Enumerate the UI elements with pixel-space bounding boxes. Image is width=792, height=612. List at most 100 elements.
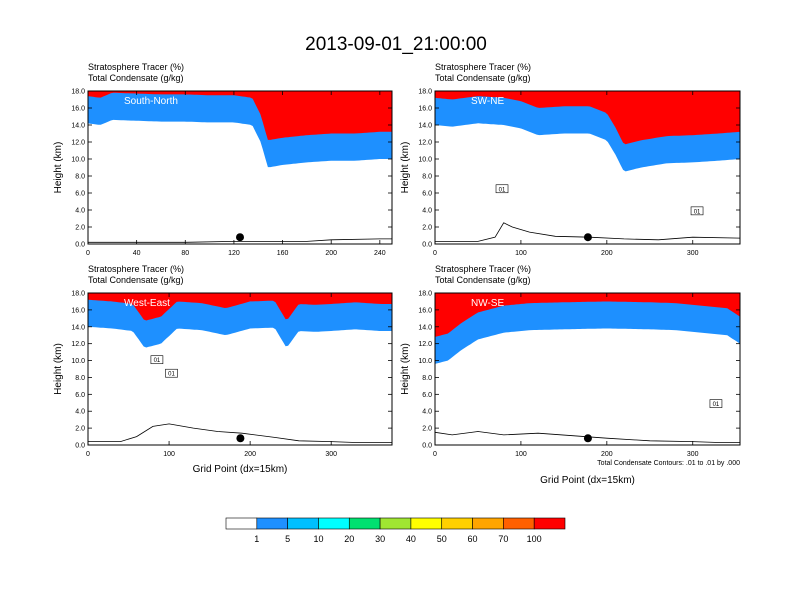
tracer-band-max — [88, 293, 392, 321]
x-tick-label: 120 — [228, 250, 240, 257]
y-tick-label: 16.0 — [71, 106, 85, 113]
x-tick-label: 200 — [601, 250, 613, 257]
contour-footnote: Total Condensate Contours: .01 to .01 by… — [597, 460, 740, 467]
y-tick-label: 6.0 — [422, 191, 432, 198]
colorbar-label: 70 — [498, 534, 508, 544]
x-tick-label: 80 — [181, 250, 189, 257]
y-axis-label: Height (km) — [53, 142, 64, 194]
subtitle-tracer: Stratosphere Tracer (%) — [88, 264, 184, 274]
tracer-band-max — [435, 91, 740, 145]
plot-area: 01 01 — [88, 293, 392, 445]
terrain-line — [435, 431, 740, 443]
plot-frame — [434, 292, 741, 446]
y-tick-label: 2.0 — [75, 225, 85, 232]
y-tick-label: 12.0 — [71, 140, 85, 147]
tracer-band-1 — [435, 293, 740, 364]
y-tick-label: 8.0 — [75, 174, 85, 181]
location-marker — [236, 233, 244, 242]
y-tick-label: 4.0 — [75, 409, 85, 416]
panel-label: NW-SE — [471, 298, 504, 309]
y-tick-label: 10.0 — [418, 358, 432, 365]
y-tick-label: 8.0 — [422, 375, 432, 382]
contour-label-box — [709, 399, 723, 408]
subtitle-tracer: Stratosphere Tracer (%) — [88, 62, 184, 72]
colorbar-swatch-5 — [348, 517, 381, 530]
y-axis-label: Height (km) — [400, 142, 411, 194]
x-tick-label: 240 — [374, 250, 386, 257]
y-axis-label: Height (km) — [400, 343, 411, 395]
y-tick-label: 4.0 — [422, 208, 432, 215]
colorbar-swatch-8 — [441, 517, 473, 530]
y-tick-label: 6.0 — [422, 392, 432, 399]
colorbar: 1 5 10 20 30 40 50 60 70 100 — [225, 517, 566, 544]
plot-frame — [434, 90, 741, 245]
terrain-line — [88, 238, 392, 243]
colorbar-swatch-4 — [318, 517, 350, 530]
colorbar-label: 10 — [313, 534, 323, 544]
location-marker — [236, 434, 245, 443]
contour-label-box — [165, 368, 178, 378]
x-tick-label: 40 — [133, 250, 141, 257]
y-tick-label: 18.0 — [71, 89, 85, 96]
y-tick-label: 10.0 — [71, 358, 85, 365]
y-tick-label: 12.0 — [418, 140, 432, 147]
x-tick-label: 100 — [163, 451, 175, 458]
y-tick-label: 16.0 — [71, 307, 85, 314]
colorbar-swatch-7 — [410, 517, 443, 530]
x-tick-label: 300 — [687, 451, 699, 458]
location-marker — [583, 434, 592, 443]
plot-area: 01 01 — [435, 91, 740, 244]
panel-label: South-North — [124, 96, 178, 107]
x-tick-label: 0 — [433, 250, 437, 257]
panel-3: 01 01 West-East Stratosphere Tracer (%)Tota… — [53, 264, 393, 475]
subtitle-tracer: Stratosphere Tracer (%) — [435, 264, 531, 274]
x-tick-label: 200 — [601, 451, 613, 458]
panel-1: South-North Stratosphere Tracer (%)Total … — [53, 62, 393, 257]
y-tick-label: 6.0 — [75, 191, 85, 198]
colorbar-label: 100 — [527, 534, 542, 544]
y-tick-label: 12.0 — [71, 341, 85, 348]
x-tick-label: 200 — [244, 451, 256, 458]
y-tick-label: 6.0 — [75, 392, 85, 399]
tracer-band-max — [435, 293, 740, 337]
panel-label: West-East — [124, 298, 170, 309]
subtitle-condensate: Total Condensate (g/kg) — [435, 73, 531, 83]
x-tick-label: 0 — [86, 451, 90, 458]
tracer-band-max — [88, 91, 392, 140]
x-tick-label: 100 — [515, 451, 527, 458]
plot-area: 01 — [435, 293, 740, 445]
x-axis-label: Grid Point (dx=15km) — [193, 464, 288, 475]
subtitle-tracer: Stratosphere Tracer (%) — [435, 62, 531, 72]
x-tick-label: 100 — [515, 250, 527, 257]
y-tick-label: 8.0 — [75, 375, 85, 382]
plot-frame — [87, 292, 393, 446]
y-axis-label: Height (km) — [53, 343, 64, 395]
colorbar-label: 60 — [468, 534, 478, 544]
contour-label: 01 — [168, 372, 175, 378]
colorbar-swatch-10 — [503, 517, 535, 530]
y-tick-label: 12.0 — [418, 341, 432, 348]
plot-frame — [87, 90, 393, 245]
y-tick-label: 14.0 — [71, 123, 85, 130]
y-tick-label: 4.0 — [422, 409, 432, 416]
subtitle-condensate: Total Condensate (g/kg) — [88, 275, 184, 285]
colorbar-swatch-1 — [225, 517, 258, 530]
colorbar-label: 40 — [406, 534, 416, 544]
y-tick-label: 0.0 — [422, 242, 432, 249]
panel-2: 01 01 SW-NE Stratosphere Tracer (%)Total Co… — [400, 62, 741, 257]
contour-label-box — [495, 184, 509, 194]
subtitle-condensate: Total Condensate (g/kg) — [88, 73, 184, 83]
location-marker — [583, 233, 592, 242]
colorbar-label: 30 — [375, 534, 385, 544]
panel-label: SW-NE — [471, 96, 504, 107]
y-tick-label: 16.0 — [418, 307, 432, 314]
chart-title: 2013-09-01_21:00:00 — [305, 34, 487, 55]
y-tick-label: 4.0 — [75, 208, 85, 215]
y-tick-label: 18.0 — [418, 291, 432, 298]
colorbar-label: 50 — [437, 534, 447, 544]
y-tick-label: 0.0 — [75, 443, 85, 450]
y-tick-label: 14.0 — [418, 123, 432, 130]
